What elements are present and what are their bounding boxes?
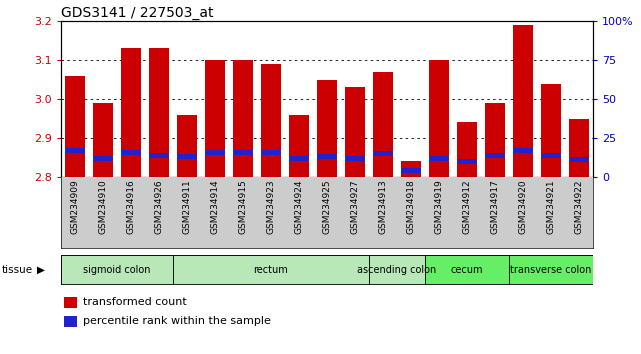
Text: percentile rank within the sample: percentile rank within the sample — [83, 316, 271, 326]
Bar — [509, 256, 593, 284]
Bar — [261, 64, 281, 177]
Bar — [369, 256, 425, 284]
Bar — [317, 154, 337, 159]
Text: ascending colon: ascending colon — [357, 265, 437, 275]
Bar — [177, 115, 197, 177]
Bar — [513, 148, 533, 153]
Text: GSM234921: GSM234921 — [546, 179, 555, 234]
Bar — [345, 87, 365, 177]
Text: GSM234911: GSM234911 — [183, 179, 192, 234]
Bar — [233, 149, 253, 155]
Text: GSM234909: GSM234909 — [71, 179, 79, 234]
Bar — [173, 256, 369, 284]
Text: GSM234920: GSM234920 — [519, 179, 528, 234]
Bar — [425, 256, 509, 284]
Bar — [205, 149, 225, 155]
Bar — [61, 256, 173, 284]
Bar — [457, 159, 477, 164]
Bar — [121, 48, 141, 177]
Text: GSM234926: GSM234926 — [154, 179, 163, 234]
Text: GSM234912: GSM234912 — [462, 179, 471, 234]
Text: GDS3141 / 227503_at: GDS3141 / 227503_at — [61, 6, 213, 20]
Bar — [149, 48, 169, 177]
Bar — [569, 119, 588, 177]
Text: GSM234923: GSM234923 — [267, 179, 276, 234]
Bar — [233, 60, 253, 177]
Text: GSM234922: GSM234922 — [574, 179, 583, 234]
Text: GSM234913: GSM234913 — [378, 179, 387, 234]
Bar — [64, 297, 77, 308]
Bar — [317, 80, 337, 177]
Bar — [541, 153, 561, 158]
Bar — [401, 168, 420, 173]
Text: GSM234918: GSM234918 — [406, 179, 415, 234]
Text: GSM234917: GSM234917 — [490, 179, 499, 234]
Text: GSM234919: GSM234919 — [435, 179, 444, 234]
Bar — [177, 154, 197, 159]
Bar — [289, 115, 309, 177]
Bar — [205, 60, 225, 177]
Text: transformed count: transformed count — [83, 297, 187, 307]
Text: GSM234915: GSM234915 — [238, 179, 247, 234]
Text: rectum: rectum — [254, 265, 288, 275]
Text: GSM234927: GSM234927 — [351, 179, 360, 234]
Bar — [569, 157, 588, 162]
Bar — [65, 76, 85, 177]
Bar — [485, 103, 504, 177]
Text: cecum: cecum — [451, 265, 483, 275]
Bar — [429, 156, 449, 161]
Text: GSM234924: GSM234924 — [294, 179, 303, 234]
Bar — [429, 60, 449, 177]
Bar — [541, 84, 561, 177]
Bar — [457, 122, 477, 177]
Bar — [93, 156, 113, 161]
Bar — [401, 161, 420, 177]
Text: GSM234910: GSM234910 — [99, 179, 108, 234]
Bar — [373, 151, 393, 156]
Text: GSM234925: GSM234925 — [322, 179, 331, 234]
Bar — [289, 156, 309, 161]
Bar — [93, 103, 113, 177]
Bar — [261, 149, 281, 155]
Bar — [121, 149, 141, 155]
Text: transverse colon: transverse colon — [510, 265, 592, 275]
Bar — [65, 148, 85, 153]
Bar — [345, 156, 365, 161]
Bar — [373, 72, 393, 177]
Bar — [485, 153, 504, 158]
Bar — [513, 25, 533, 177]
Text: tissue: tissue — [1, 265, 33, 275]
Text: GSM234914: GSM234914 — [210, 179, 219, 234]
Text: GSM234916: GSM234916 — [126, 179, 135, 234]
Bar — [64, 316, 77, 327]
Text: sigmoid colon: sigmoid colon — [83, 265, 151, 275]
Text: ▶: ▶ — [37, 265, 45, 275]
Bar — [149, 153, 169, 158]
